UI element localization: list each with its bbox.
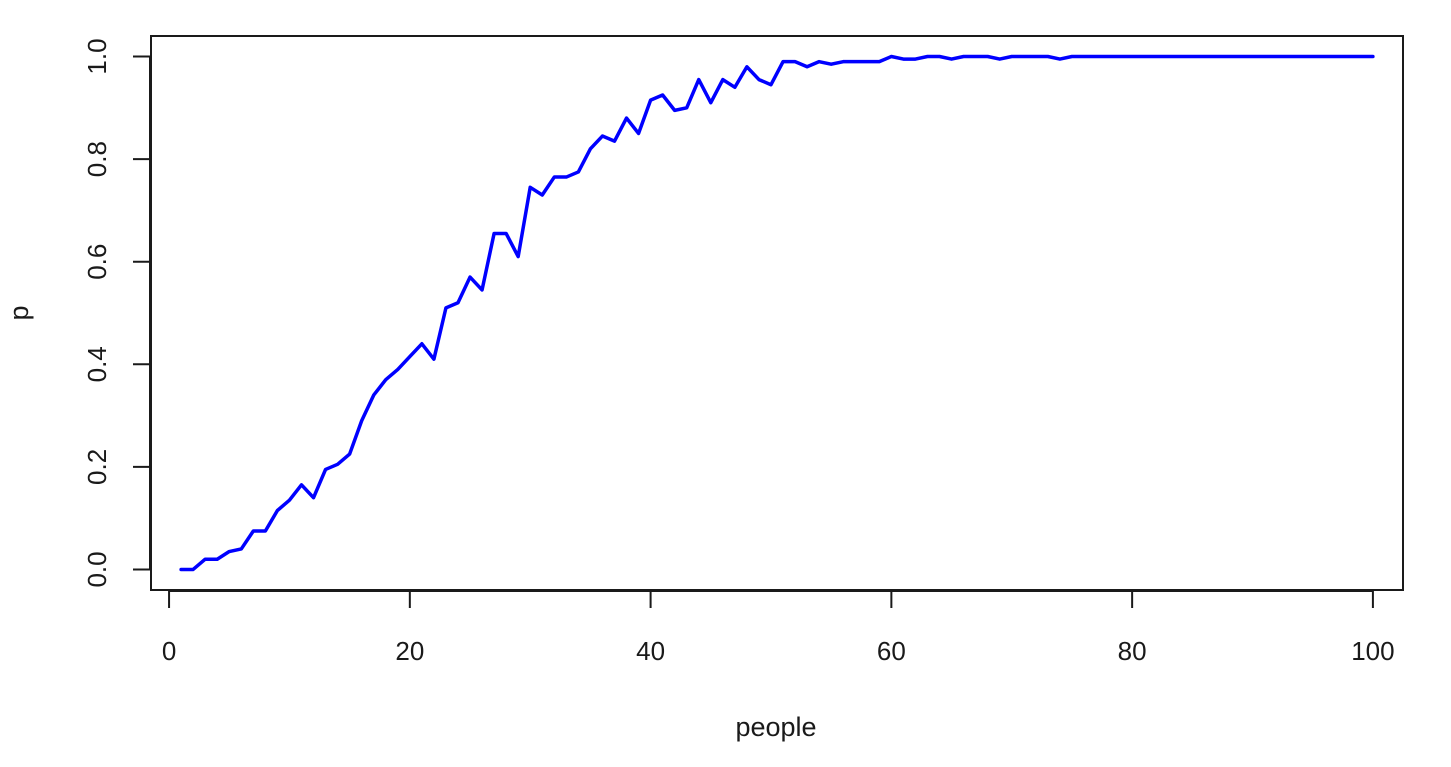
- x-tick-label: 40: [636, 636, 665, 666]
- x-tick-label: 100: [1351, 636, 1394, 666]
- y-tick-label: 1.0: [82, 38, 112, 74]
- y-tick-label: 0.4: [82, 346, 112, 382]
- y-axis-title: p: [4, 305, 34, 320]
- y-tick-label: 0.6: [82, 244, 112, 280]
- plot-box: [150, 35, 1404, 591]
- y-tick-label: 0.0: [82, 551, 112, 587]
- series-line: [179, 54, 1375, 572]
- x-axis: 0 20 40 60 80 100: [162, 590, 1395, 666]
- x-tick-label: 0: [162, 636, 176, 666]
- y-axis: 0.0 0.2 0.4 0.6 0.8 1.0: [82, 38, 151, 588]
- x-tick-label: 80: [1118, 636, 1147, 666]
- x-axis-title: people: [735, 712, 816, 742]
- x-tick-label: 60: [877, 636, 906, 666]
- y-tick-label: 0.8: [82, 141, 112, 177]
- x-tick-label: 20: [395, 636, 424, 666]
- y-tick-label: 0.2: [82, 449, 112, 485]
